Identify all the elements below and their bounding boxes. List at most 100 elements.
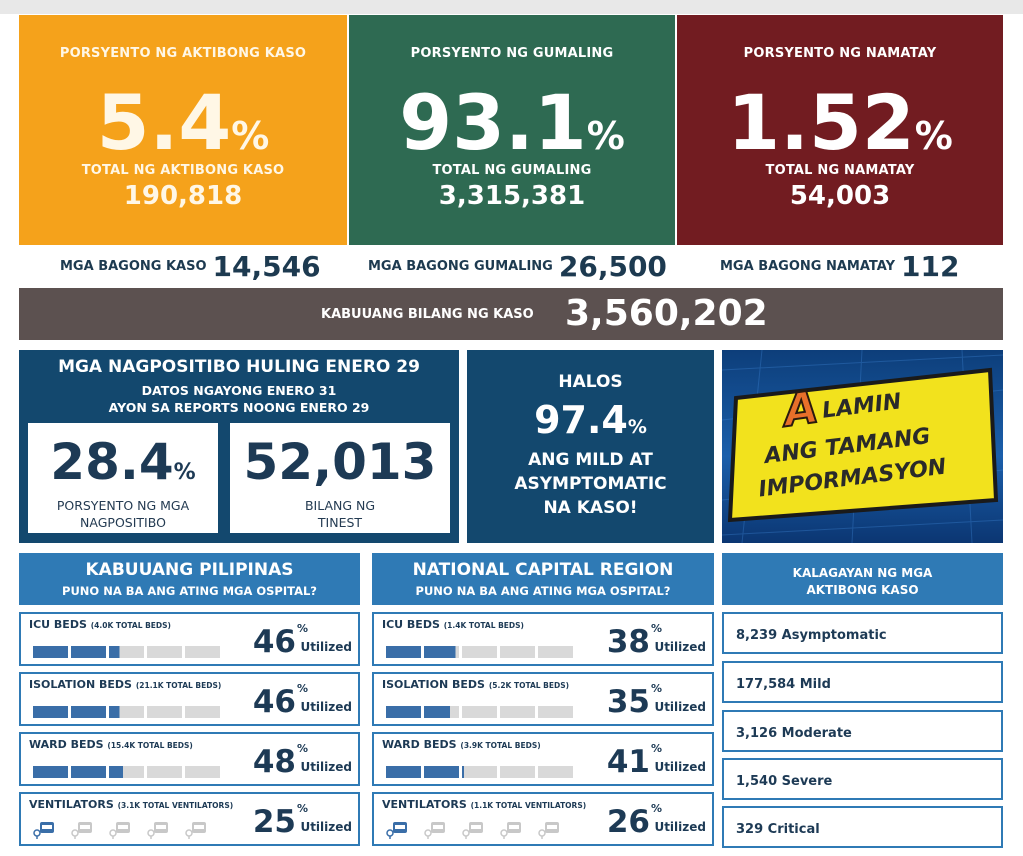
- new-cases-value: 14,546: [212, 250, 321, 283]
- bed-capacity-segment: [462, 706, 497, 718]
- ventilator-icon: [147, 822, 168, 839]
- bed-capacity-segment: [109, 706, 144, 718]
- ventilator-icon: [462, 822, 483, 839]
- tested-card: 52,013 BILANG NG TINEST: [230, 423, 450, 533]
- status-item-severe: 1,540 Severe: [722, 758, 1003, 800]
- ncr-hospital-row: ISOLATION BEDS (5.2K TOTAL BEDS) 35% Utili…: [372, 672, 714, 726]
- ncr-hospital-row: VENTILATORS (1.1K TOTAL VENTILATORS) 26% U…: [372, 792, 714, 846]
- bed-capacity-segment: [386, 706, 421, 718]
- recovered-total-label: TOTAL NG GUMALING: [432, 163, 592, 178]
- utilization-percent: 48: [252, 744, 296, 780]
- ncr-hospital-row: WARD BEDS (3.9K TOTAL BEDS) 41% Utilized: [372, 732, 714, 786]
- mild-line-4: NA KASO!: [543, 498, 638, 518]
- positivity-rate-caption-2: NAGPOSITIBO: [80, 515, 166, 530]
- positivity-title: MGA NAGPOSITIBO HULING ENERO 29: [58, 357, 420, 377]
- status-item-moderate: 3,126 Moderate: [722, 710, 1003, 752]
- utilized-label: Utilized: [300, 760, 352, 774]
- ph-hospital-row: VENTILATORS (3.1K TOTAL VENTILATORS) 25% U…: [19, 792, 360, 846]
- bed-capacity-segment: [185, 766, 220, 778]
- status-title-2: AKTIBONG KASO: [806, 583, 919, 597]
- utilized-label: Utilized: [654, 700, 706, 714]
- bed-capacity-segment: [109, 766, 144, 778]
- top-border: [0, 0, 1023, 14]
- bed-capacity-segment: [33, 646, 68, 658]
- status-section-header: KALAGAYAN NG MGA AKTIBONG KASO: [722, 553, 1003, 605]
- bed-capacity-segment: [462, 766, 497, 778]
- new-deaths: MGA BAGONG NAMATAY 112: [720, 250, 959, 284]
- new-cases: MGA BAGONG KASO 14,546: [60, 250, 321, 284]
- bed-capacity-segment: [500, 646, 535, 658]
- percent-sign: %: [650, 682, 662, 695]
- utilized-label: Utilized: [654, 760, 706, 774]
- utilization-percent: 38: [606, 624, 650, 660]
- status-list: 8,239 Asymptomatic 177,584 Mild 3,126 Mo…: [722, 612, 1003, 848]
- resource-name: ISOLATION BEDS (21.1K TOTAL BEDS): [29, 678, 222, 691]
- bed-capacity-segment: [71, 766, 106, 778]
- resource-name: ICU BEDS (4.0K TOTAL BEDS): [29, 618, 171, 631]
- ph-section-header: KABUUANG PILIPINAS PUNO NA BA ANG ATING …: [19, 553, 360, 605]
- utilization-percent: 25: [252, 804, 296, 840]
- active-percent-label: PORSYENTO NG AKTIBONG KASO: [59, 46, 307, 61]
- bed-capacity-segment: [109, 646, 144, 658]
- new-recovered-label: MGA BAGONG GUMALING: [368, 259, 553, 274]
- bed-capacity-segment: [538, 646, 573, 658]
- active-percent: 5.4%: [96, 78, 270, 167]
- positivity-box: MGA NAGPOSITIBO HULING ENERO 29 DATOS NG…: [19, 350, 459, 543]
- bed-capacity-segment: [538, 766, 573, 778]
- bed-capacity-segment: [185, 646, 220, 658]
- utilization-percent: 46: [252, 684, 296, 720]
- alamin-banner-art: [722, 350, 1003, 543]
- utilized-label: Utilized: [300, 640, 352, 654]
- alamin-promo-banner: A LAMIN ANG TAMANG IMPORMASYON: [722, 350, 1003, 543]
- percent-sign: %: [296, 682, 308, 695]
- deaths-percent: 1.52%: [727, 78, 953, 167]
- status-item-asymptomatic: 8,239 Asymptomatic: [722, 612, 1003, 654]
- bed-capacity-segment: [500, 766, 535, 778]
- active-total: 190,818: [123, 181, 243, 211]
- utilized-label: Utilized: [300, 820, 352, 834]
- percent-sign: %: [650, 742, 662, 755]
- mild-box: HALOS 97.4% ANG MILD AT ASYMPTOMATIC NA …: [467, 350, 714, 543]
- ncr-section-subtitle: PUNO NA BA ANG ATING MGA OSPITAL?: [415, 584, 671, 598]
- bed-capacity-segment: [71, 646, 106, 658]
- bed-capacity-segment: [147, 766, 182, 778]
- percent-sign: %: [296, 622, 308, 635]
- promo-initial: A: [780, 381, 823, 438]
- new-deaths-value: 112: [900, 250, 960, 283]
- deaths-total: 54,003: [789, 181, 891, 211]
- ph-hospital-row: ICU BEDS (4.0K TOTAL BEDS) 46% Utilized: [19, 612, 360, 666]
- ph-section-subtitle: PUNO NA BA ANG ATING MGA OSPITAL?: [62, 584, 317, 598]
- recovered-percent-label: PORSYENTO NG GUMALING: [410, 46, 614, 61]
- total-cases-bar: KABUUANG BILANG NG KASO 3,560,202: [19, 288, 1003, 340]
- bed-capacity-segment: [424, 646, 459, 658]
- positivity-subtitle-2: AYON SA REPORTS NOONG ENERO 29: [108, 400, 370, 415]
- mild-line-2: ANG MILD AT: [528, 450, 653, 470]
- resource-name: ICU BEDS (1.4K TOTAL BEDS): [382, 618, 524, 631]
- ventilator-icon: [386, 822, 407, 839]
- utilized-label: Utilized: [300, 700, 352, 714]
- bed-capacity-segment: [424, 706, 459, 718]
- new-recovered: MGA BAGONG GUMALING 26,500: [368, 250, 667, 284]
- utilization-percent: 46: [252, 624, 296, 660]
- positivity-rate-card: 28.4% PORSYENTO NG MGA NAGPOSITIBO: [28, 423, 218, 533]
- utilized-label: Utilized: [654, 820, 706, 834]
- bed-capacity-segment: [500, 706, 535, 718]
- utilization-percent: 41: [606, 744, 650, 780]
- status-item-critical: 329 Critical: [722, 806, 1003, 848]
- ncr-section-header: NATIONAL CAPITAL REGION PUNO NA BA ANG A…: [372, 553, 714, 605]
- recovered-panel: PORSYENTO NG GUMALING 93.1% TOTAL NG GUM…: [349, 15, 675, 245]
- mild-line-3: ASYMPTOMATIC: [514, 474, 667, 494]
- new-recovered-value: 26,500: [558, 250, 667, 283]
- status-item-mild: 177,584 Mild: [722, 661, 1003, 703]
- mild-line-1: HALOS: [558, 372, 623, 392]
- new-cases-label: MGA BAGONG KASO: [60, 259, 207, 274]
- bed-capacity-segment: [33, 706, 68, 718]
- ventilator-icon: [500, 822, 521, 839]
- ventilator-icon: [33, 822, 54, 839]
- tested-caption-2: TINEST: [317, 515, 363, 530]
- resource-name: ISOLATION BEDS (5.2K TOTAL BEDS): [382, 678, 570, 691]
- mild-percent: 97.4%: [534, 398, 647, 442]
- percent-sign: %: [650, 622, 662, 635]
- ncr-hospital-row: ICU BEDS (1.4K TOTAL BEDS) 38% Utilized: [372, 612, 714, 666]
- total-cases-label: KABUUANG BILANG NG KASO: [321, 307, 534, 322]
